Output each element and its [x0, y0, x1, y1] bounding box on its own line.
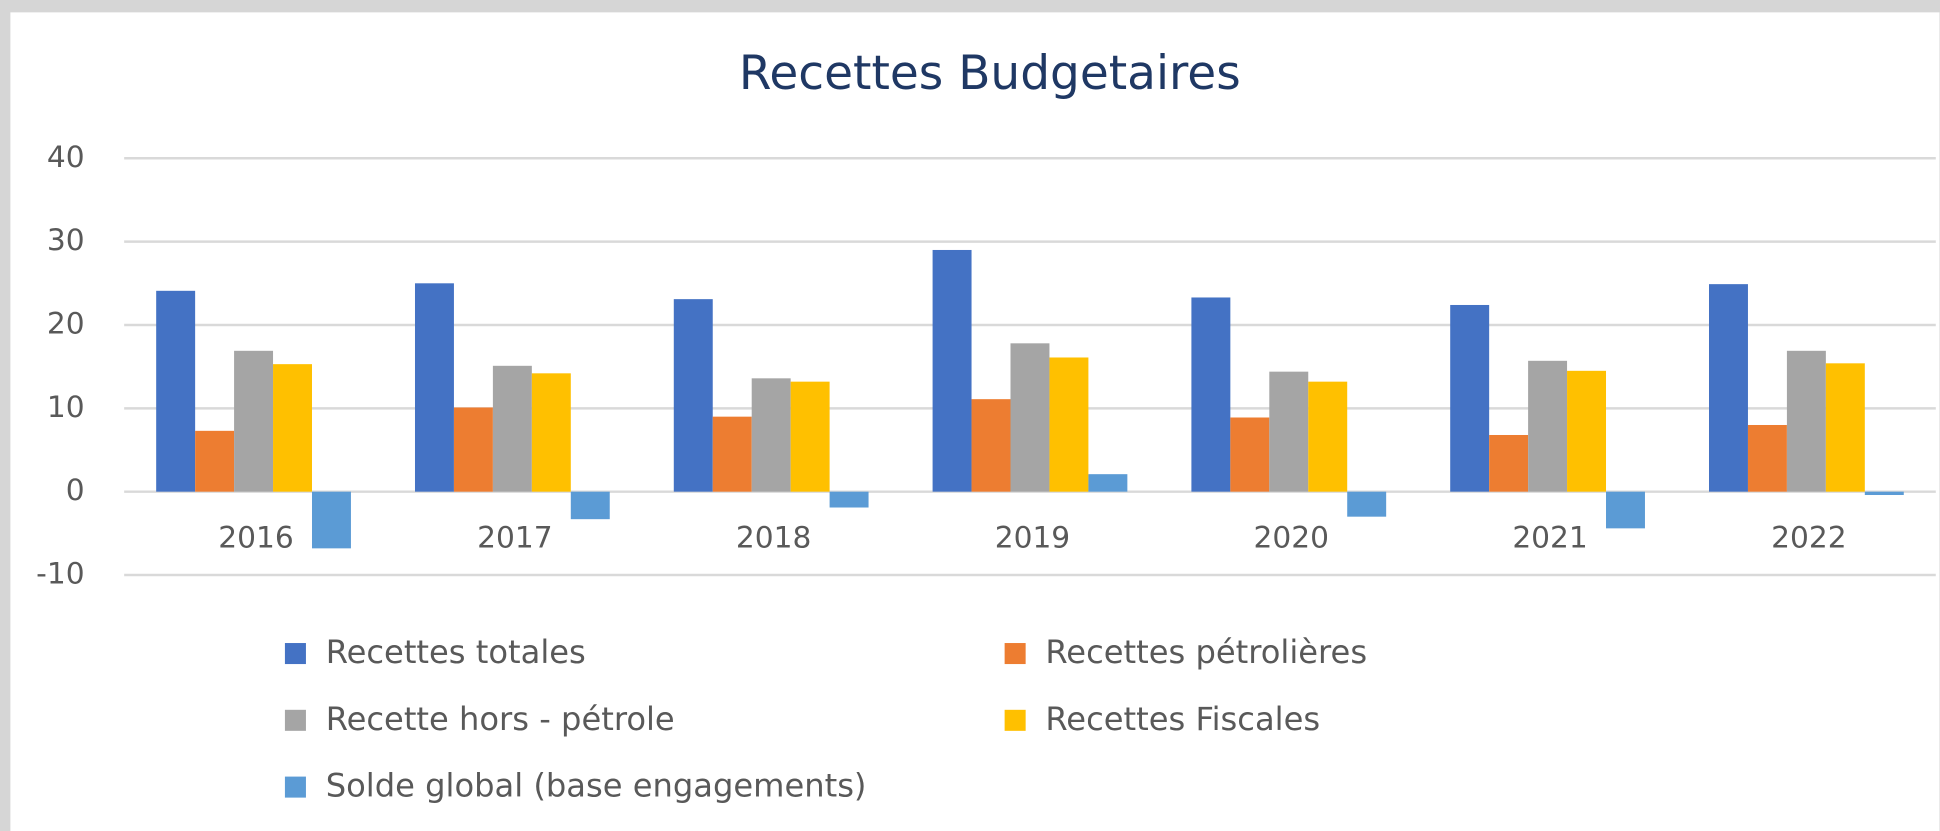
legend-label: Recettes pétrolières [1045, 633, 1367, 671]
bar [1825, 363, 1865, 492]
bar [1010, 343, 1050, 492]
legend-swatch [1004, 643, 1026, 665]
chart-title: Recettes Budgetaires [739, 46, 1241, 101]
bar [673, 299, 713, 492]
y-tick-label: -10 [36, 556, 84, 591]
y-tick-label: 20 [47, 305, 85, 340]
y-tick-label: 0 [66, 472, 85, 507]
bar [1489, 434, 1529, 492]
legend-swatch [284, 776, 306, 798]
y-tick-label: 30 [47, 222, 85, 257]
x-tick-label: 2022 [1771, 520, 1846, 555]
x-tick-label: 2018 [736, 520, 811, 555]
bar [1049, 357, 1089, 492]
bar [273, 364, 312, 492]
bar [1606, 491, 1645, 529]
bar [1230, 417, 1270, 492]
legend-label: Solde global (base engagements) [326, 767, 867, 805]
bar [790, 381, 830, 492]
bar [1567, 370, 1607, 492]
x-tick-label: 2021 [1512, 520, 1587, 555]
x-tick-label: 2019 [995, 520, 1070, 555]
bar [1864, 491, 1904, 496]
bar [712, 416, 752, 492]
bar [414, 283, 454, 492]
x-tick-label: 2020 [1254, 520, 1329, 555]
legend-label: Recettes totales [326, 633, 586, 671]
bar [751, 378, 791, 492]
bar [453, 407, 493, 492]
bar [1269, 371, 1309, 492]
bar [1308, 381, 1348, 492]
x-tick-label: 2016 [218, 520, 293, 555]
bar [932, 249, 972, 492]
bar [1347, 491, 1387, 517]
bar [195, 430, 235, 492]
x-tick-label: 2017 [477, 520, 552, 555]
bar [1786, 350, 1826, 492]
bar [1528, 360, 1568, 492]
bar [971, 399, 1011, 492]
bar [1747, 424, 1787, 492]
bar [1709, 284, 1748, 492]
bar [492, 365, 532, 492]
bar [311, 491, 351, 549]
bar [1450, 304, 1490, 492]
bar [531, 373, 571, 492]
legend-swatch [1004, 709, 1026, 731]
bar [156, 290, 196, 492]
bar [570, 491, 610, 520]
legend-label: Recette hors - pétrole [326, 700, 675, 738]
bar [234, 350, 274, 492]
y-tick-label: 10 [47, 389, 85, 424]
legend-swatch [284, 709, 306, 731]
y-tick-label: 40 [47, 139, 85, 174]
bar [1191, 297, 1231, 492]
legend-swatch [284, 643, 306, 665]
bar [829, 491, 869, 508]
legend-label: Recettes Fiscales [1045, 700, 1320, 738]
bar [1088, 474, 1128, 492]
